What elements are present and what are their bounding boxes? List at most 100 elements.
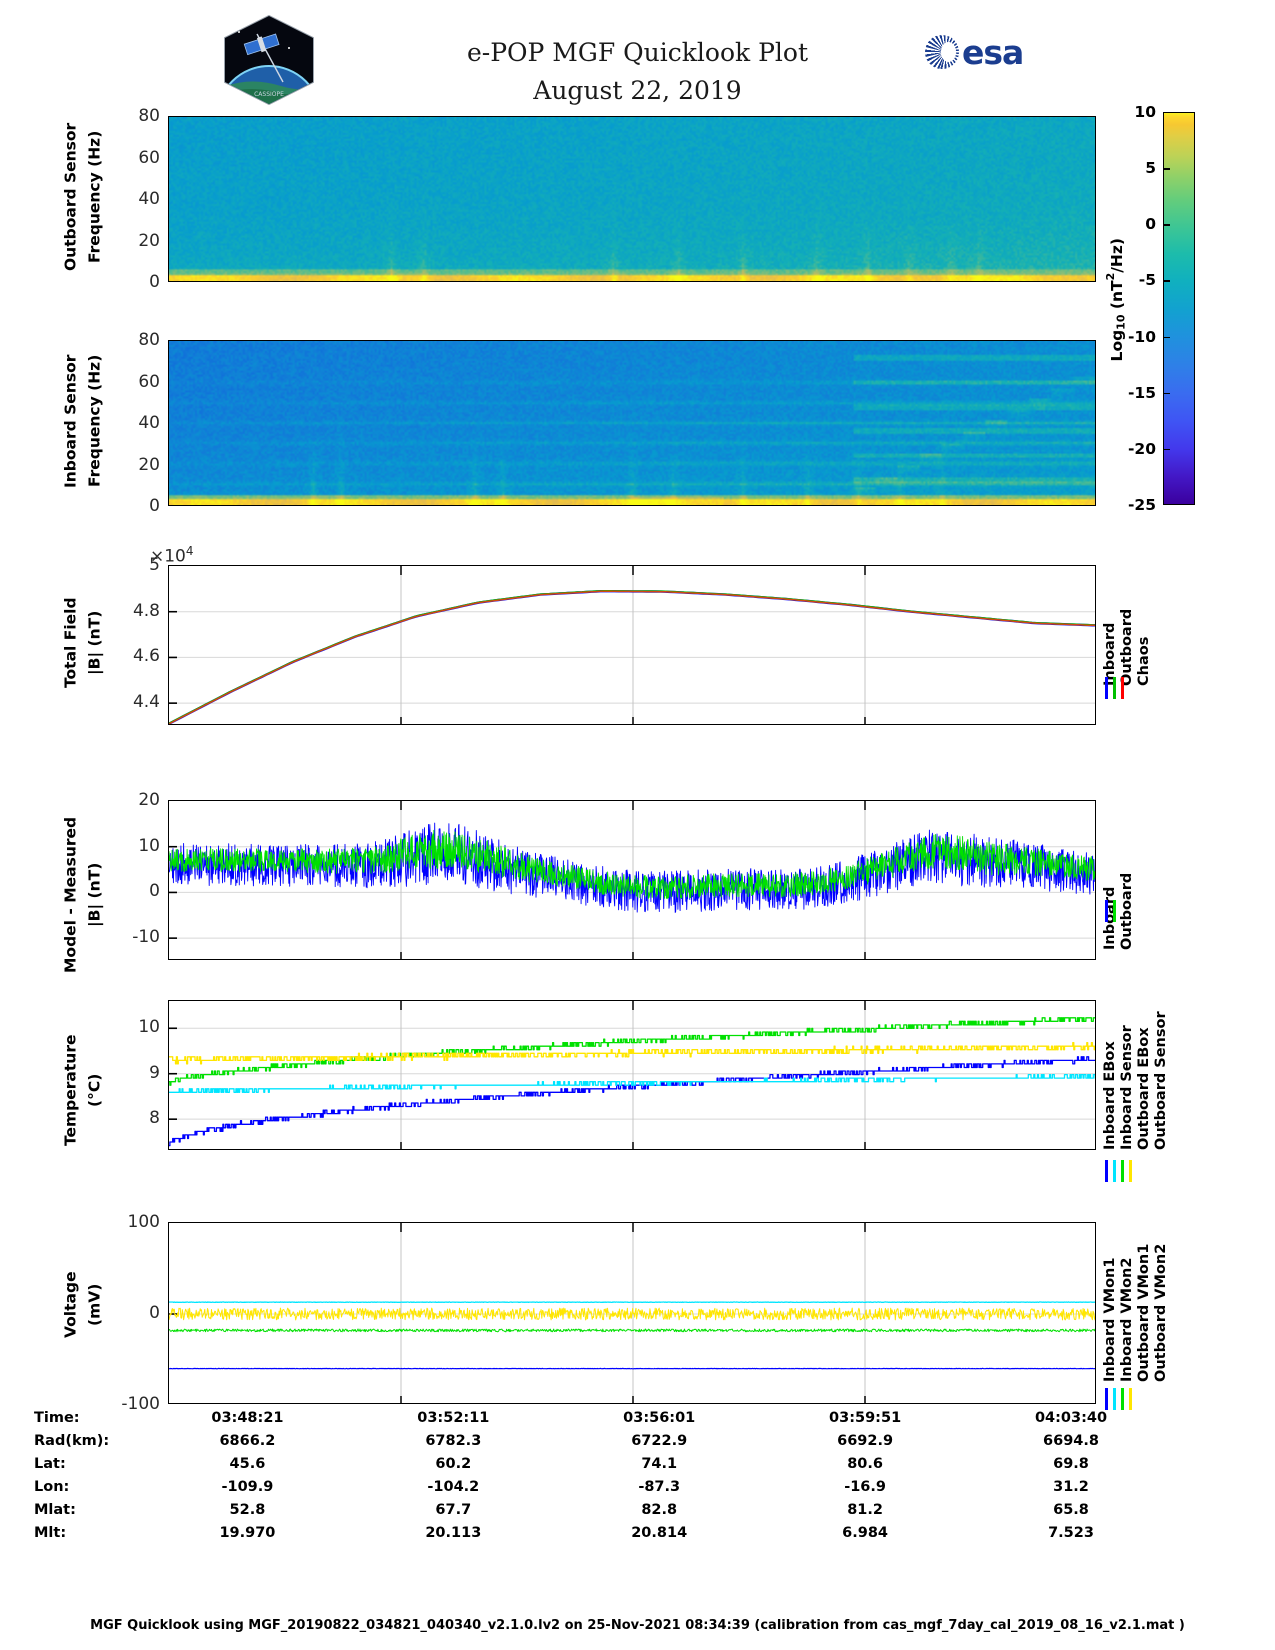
temperature-legend-inboard-sensor: Inboard Sensor: [1119, 1025, 1135, 1150]
swatch-inboard: [1105, 677, 1108, 699]
colorbar-tick-10: 10: [1134, 103, 1156, 121]
ephemeris-cell-lat-1: 60.2: [435, 1455, 472, 1472]
ephemeris-cell-lon-1: -104.2: [427, 1478, 480, 1495]
voltage-ylabel-2: (mV): [85, 1283, 104, 1327]
total-field-tick-4.8: 4.8: [132, 600, 160, 621]
voltage-legend-inboard-vmon1: Inboard VMon1: [1102, 1257, 1118, 1382]
total-field-tick-5: 5: [149, 555, 160, 575]
inboard-freq-tick-40: 40: [138, 413, 160, 433]
outboard-spectrogram-ylabel: Outboard Sensor: [61, 122, 80, 272]
model-measured-legend-inboard: Inboard: [1102, 886, 1118, 950]
ephemeris-cell-time-1: 03:52:11: [417, 1409, 490, 1426]
swatch-inboard-sensor: [1113, 1160, 1116, 1182]
total-field-legend-inboard: Inboard: [1102, 622, 1118, 686]
model-measured-ylabel: Model - Measured: [61, 816, 80, 974]
ephemeris-cell-lat-2: 74.1: [641, 1455, 678, 1472]
total-field-plot: [169, 566, 1095, 724]
voltage-axes: [168, 1222, 1096, 1404]
outboard-freq-tick-60: 60: [138, 147, 160, 168]
colorbar-tickmark: [1163, 224, 1170, 226]
outboard-spectrogram-ylabel-2: Frequency (Hz): [85, 130, 104, 264]
voltage-legend-swatches: [1105, 1388, 1132, 1410]
temperature-axes: [168, 1000, 1096, 1150]
model-measured-ylabel-2: |B| (nT): [85, 862, 104, 928]
temperature-ylabel-2: (°C): [85, 1073, 104, 1107]
temperature-legend-inboard-ebox: Inboard EBox: [1102, 1041, 1118, 1150]
voltage-legend-outboard-vmon1: Outboard VMon1: [1136, 1243, 1152, 1382]
page-header: CASSIOPE esa e-POP MGF Quicklook Plot Au…: [0, 0, 1275, 112]
ephemeris-cell-lon-3: -16.9: [844, 1478, 886, 1495]
colorbar-tick--5: -5: [1138, 271, 1156, 290]
ephemeris-cell-lat-0: 45.6: [229, 1455, 266, 1472]
page-title: e-POP MGF Quicklook Plot August 22, 2019: [0, 34, 1275, 110]
colorbar-tick--15: -15: [1127, 383, 1156, 402]
outboard-freq-tick-80: 80: [138, 106, 160, 126]
temperature-legend-outboard-ebox: Outboard EBox: [1136, 1027, 1152, 1150]
temperature-ylabel: Temperature: [61, 1034, 80, 1146]
temperature-tick-8: 8: [149, 1108, 160, 1129]
ephemeris-table: Time: 03:48:21 03:52:11 03:56:01 03:59:51 04:…: [0, 1406, 1275, 1544]
outboard-freq-tick-0: 0: [149, 272, 160, 292]
swatch-outboard: [1113, 677, 1116, 699]
total-field-exponent-annotation: ×104: [150, 544, 194, 567]
total-field-tick-4.6: 4.6: [132, 646, 160, 667]
swatch-outboard-ebox: [1121, 1160, 1124, 1182]
outboard-freq-tick-20: 20: [138, 230, 160, 251]
voltage-legend-outboard-vmon2: Outboard VMon2: [1153, 1243, 1169, 1382]
colorbar-tickmark: [1163, 168, 1170, 170]
swatch-chaos: [1121, 677, 1124, 699]
colorbar: [1163, 112, 1195, 505]
ephemeris-cell-lon-4: 31.2: [1053, 1478, 1089, 1495]
esa-wordmark: esa: [962, 32, 1024, 72]
swatch-outboard-vmon1: [1121, 1388, 1124, 1410]
voltage-plot: [169, 1223, 1095, 1403]
model-measured-legend-outboard: Outboard: [1119, 872, 1135, 950]
colorbar-tick--25: -25: [1127, 496, 1156, 514]
inboard-spectrogram-ylabel: Inboard Sensor: [61, 354, 80, 488]
ephemeris-cell-mlt-1: 20.113: [425, 1524, 482, 1541]
inboard-freq-tick-20: 20: [138, 454, 160, 475]
outboard-freq-tick-40: 40: [138, 189, 160, 209]
model-measured-tick-10: 10: [138, 835, 160, 856]
ephemeris-cell-lon-2: -87.3: [638, 1478, 681, 1495]
model-measured-axes: [168, 800, 1096, 960]
model-measured-legend-swatches: [1105, 900, 1116, 922]
temperature-legend-outboard-sensor: Outboard Sensor: [1153, 1011, 1169, 1150]
ephemeris-row-label: Lat:: [34, 1455, 66, 1472]
ephemeris-row-label: Time:: [34, 1409, 80, 1426]
model-measured-tick-20: 20: [138, 790, 160, 810]
colorbar-tickmark: [1163, 448, 1170, 451]
ephemeris-cell-mlt-4: 7.523: [1048, 1524, 1094, 1541]
ephemeris-cell-time-2: 03:56:01: [623, 1409, 696, 1426]
total-field-axes: [168, 565, 1096, 725]
swatch-inboard-ebox: [1105, 1160, 1108, 1182]
ephemeris-row-mlt: Mlt: 19.970 20.113 20.814 6.984 7.523: [34, 1521, 1174, 1544]
colorbar-tick-0: 0: [1145, 215, 1156, 234]
esa-logo: esa: [925, 30, 1045, 74]
temperature-plot: [169, 1001, 1095, 1149]
ephemeris-cell-rad-0: 6866.2: [219, 1432, 276, 1449]
inboard-freq-tick-80: 80: [138, 330, 160, 350]
ephemeris-cell-time-4: 04:03:40: [1034, 1409, 1108, 1426]
title-line-2: August 22, 2019: [533, 76, 742, 105]
ephemeris-cell-time-3: 03:59:51: [829, 1409, 902, 1426]
ephemeris-cell-time-0: 03:48:21: [211, 1409, 284, 1426]
total-field-legend-outboard: Outboard: [1119, 608, 1135, 686]
outboard-spectrogram-image: [169, 117, 1095, 281]
ephemeris-row-time: Time: 03:48:21 03:52:11 03:56:01 03:59:51 04:…: [34, 1406, 1174, 1429]
colorbar-tick--20: -20: [1127, 439, 1156, 458]
footer-caption: MGF Quicklook using MGF_20190822_034821_…: [90, 1618, 1185, 1633]
total-field-legend-swatches: [1105, 677, 1124, 699]
ephemeris-cell-mlt-3: 6.984: [842, 1524, 889, 1541]
model-measured-tick-0: 0: [149, 881, 160, 902]
temperature-legend-swatches: [1105, 1160, 1132, 1182]
ephemeris-cell-mlt-0: 19.970: [219, 1524, 276, 1541]
total-field-ylabel: Total Field: [61, 597, 80, 688]
swatch-inboard-vmon1: [1105, 1388, 1108, 1410]
ephemeris-cell-mlat-3: 81.2: [847, 1501, 883, 1518]
outboard-spectrogram-axes: [168, 116, 1096, 282]
ephemeris-cell-mlat-1: 67.7: [435, 1501, 472, 1518]
ephemeris-cell-rad-1: 6782.3: [425, 1432, 482, 1449]
voltage-ylabel: Voltage: [61, 1271, 80, 1339]
inboard-freq-tick-60: 60: [138, 371, 160, 392]
